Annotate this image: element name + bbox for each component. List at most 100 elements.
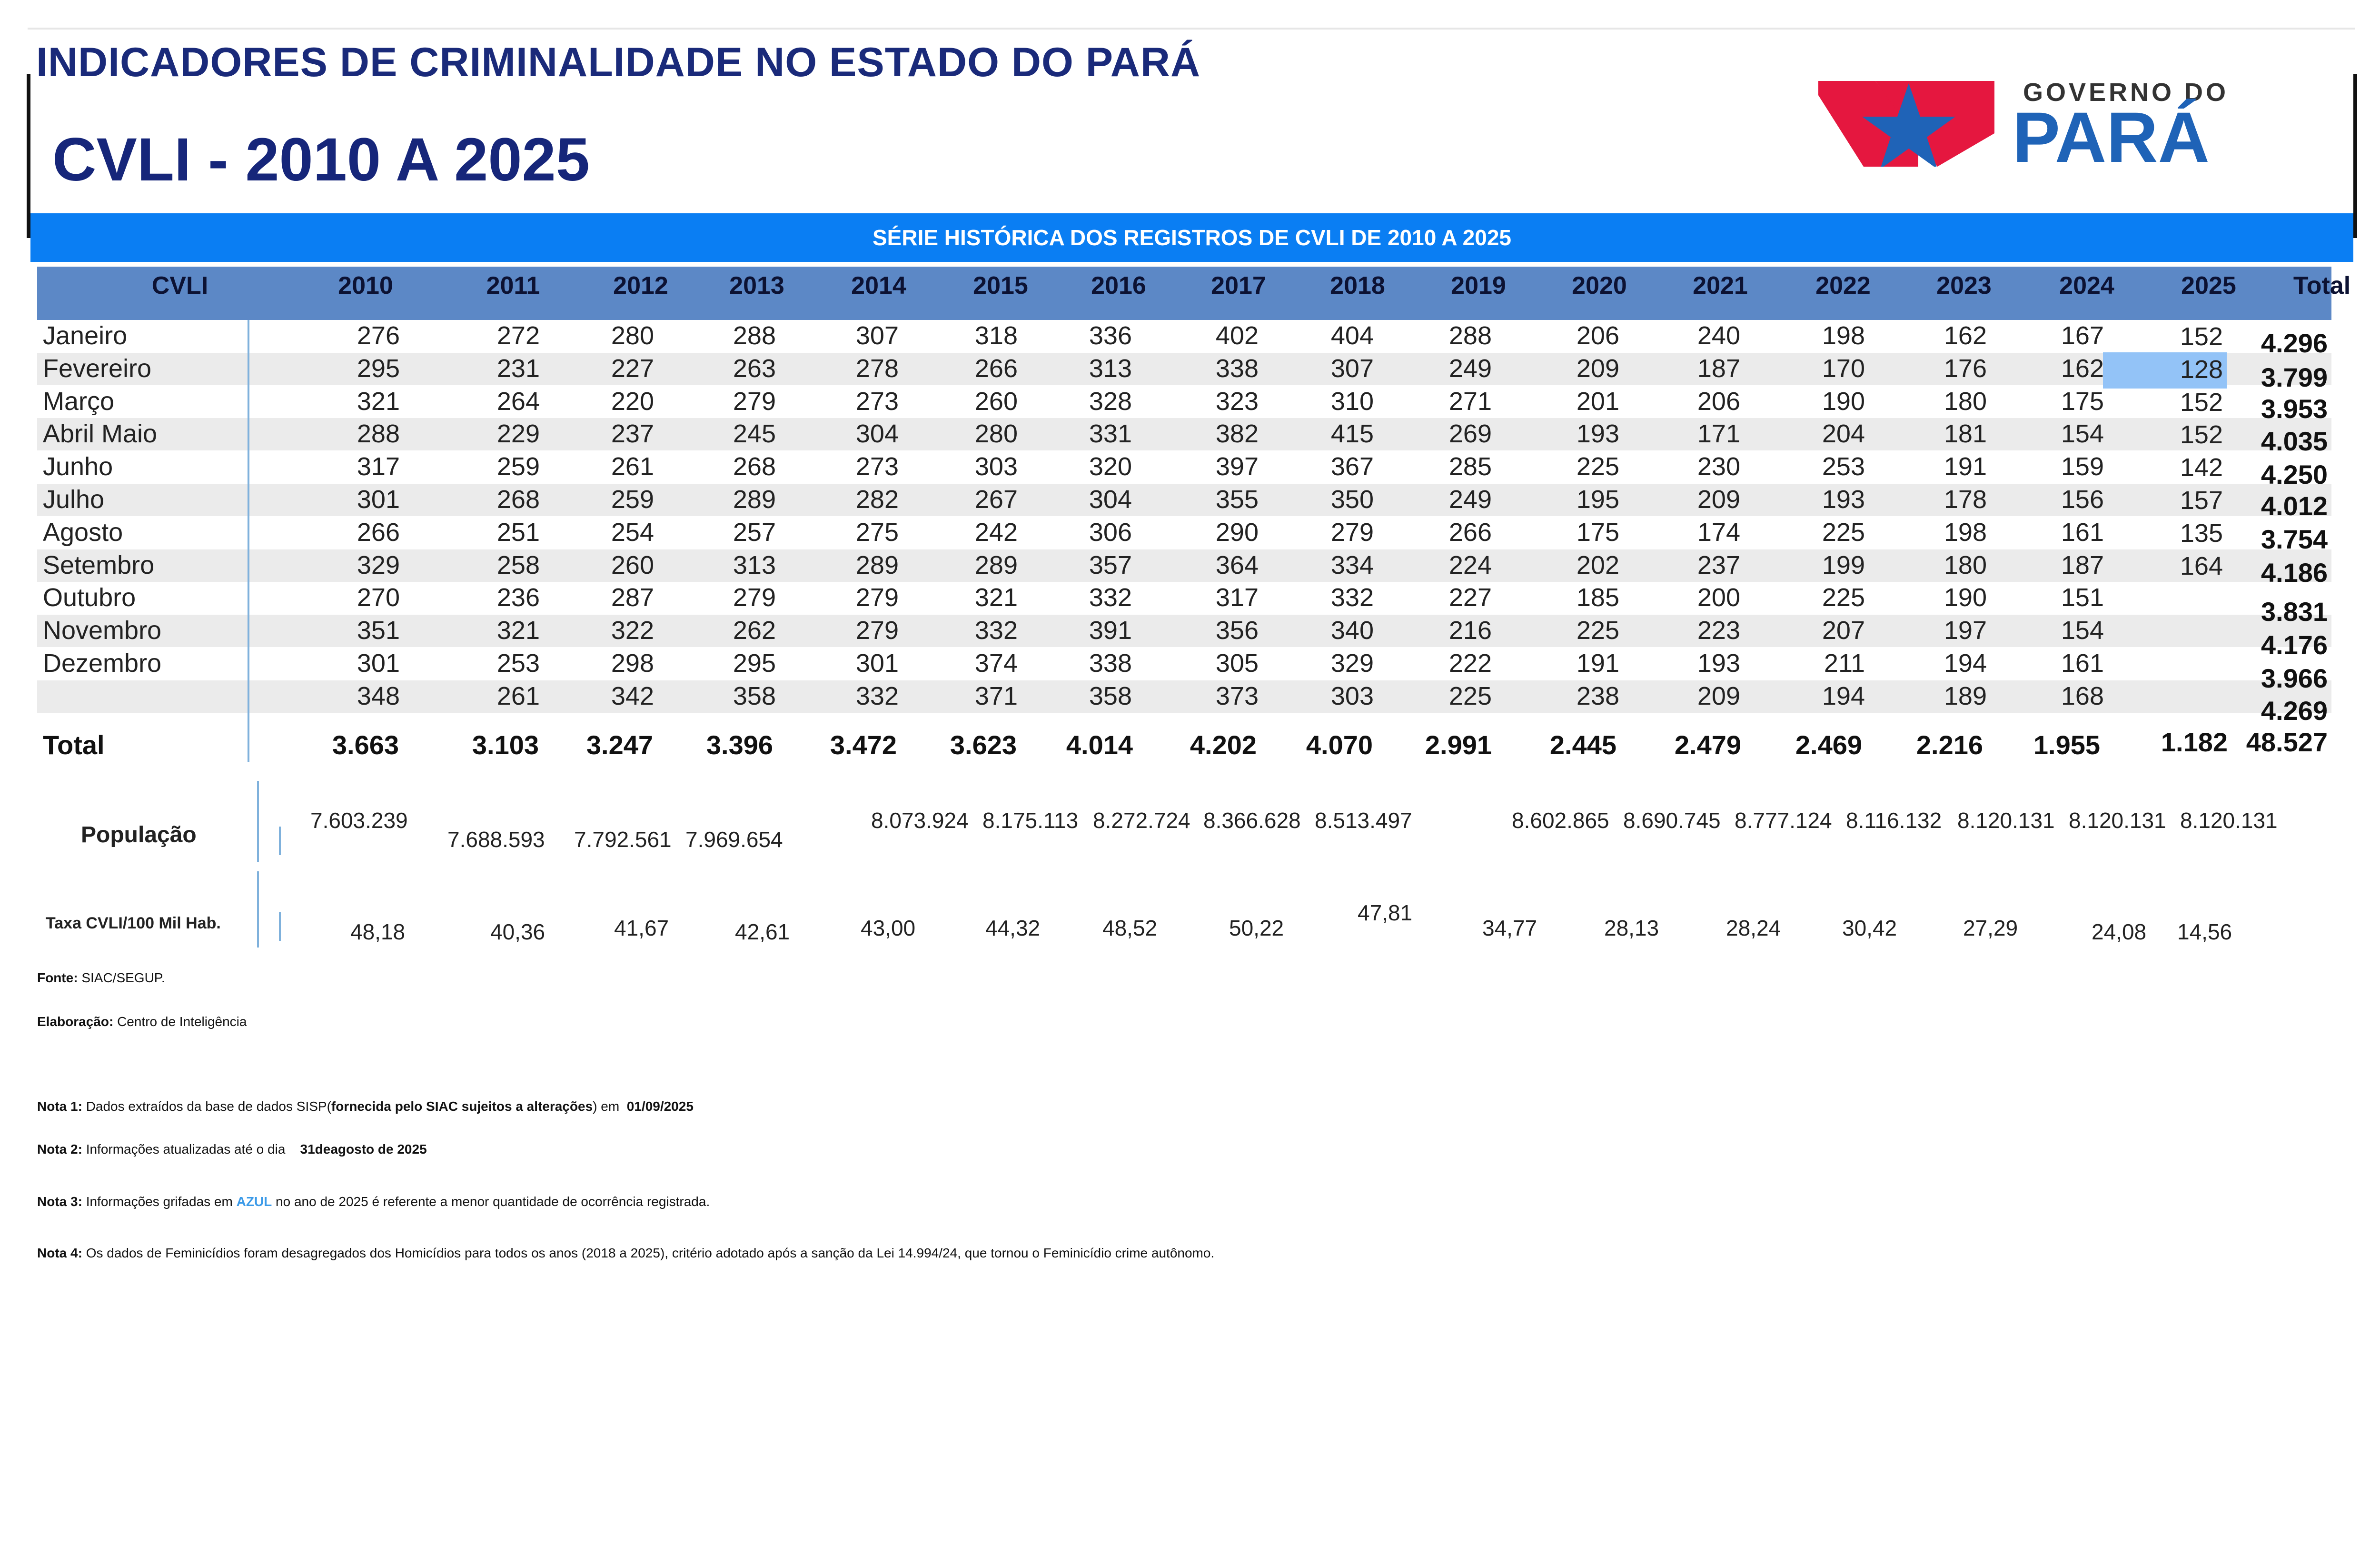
table-cell: 180 <box>1944 387 1987 416</box>
table-cell: 356 <box>1215 616 1259 645</box>
population-value: 8.272.724 <box>1093 808 1190 833</box>
table-cell: 225 <box>1448 681 1492 710</box>
column-total: 3.472 <box>830 730 897 760</box>
population-value: 8.120.131 <box>1957 808 2055 833</box>
table-cell: 193 <box>1697 649 1740 678</box>
table-cell: 272 <box>496 321 540 350</box>
row-total: 4.296 <box>2261 328 2328 358</box>
rate-value: 50,22 <box>1229 916 1284 940</box>
table-cell: 288 <box>733 321 776 350</box>
column-header-2010: 2010 <box>338 272 393 299</box>
table-cell: 222 <box>1448 649 1492 678</box>
table-cell: 216 <box>1448 616 1492 645</box>
table-cell: 331 <box>1089 419 1132 449</box>
rate-value: 48,52 <box>1102 916 1158 940</box>
table-cell: 280 <box>974 419 1018 449</box>
column-header-2013: 2013 <box>729 272 784 299</box>
table-cell: 209 <box>1697 681 1740 710</box>
table-cell: 270 <box>357 583 400 612</box>
population-value: 7.603.239 <box>310 808 408 833</box>
table-cell: 301 <box>855 649 899 678</box>
column-total-2025: 1.182 <box>2161 727 2228 757</box>
table-cell: 206 <box>1697 387 1740 416</box>
table-cell: 340 <box>1330 616 1374 645</box>
population-value: 7.688.593 <box>447 827 545 852</box>
table-row-stripe <box>37 484 2331 516</box>
table-cell: 209 <box>1697 485 1740 514</box>
month-label: Setembro <box>43 550 155 579</box>
table-cell: 276 <box>357 321 400 350</box>
column-total: 3.103 <box>472 730 539 760</box>
table-cell: 251 <box>496 518 540 547</box>
table-cell: 351 <box>357 616 400 645</box>
table-cell: 176 <box>1944 354 1987 383</box>
table-cell: 364 <box>1215 550 1259 579</box>
table-cell: 266 <box>1448 518 1492 547</box>
column-header-2019: 2019 <box>1451 272 1506 299</box>
table-cell: 301 <box>357 485 400 514</box>
table-cell: 310 <box>1330 387 1374 416</box>
table-row-stripe <box>37 352 2331 385</box>
table-cell: 229 <box>496 419 540 449</box>
table-divider <box>248 320 249 762</box>
grand-total: 48.527 <box>2246 727 2328 757</box>
table-cell: 282 <box>855 485 899 514</box>
table-cell: 237 <box>1697 550 1740 579</box>
row-total: 3.831 <box>2261 597 2328 627</box>
table-cell: 397 <box>1215 452 1259 481</box>
column-total: 2.445 <box>1549 730 1616 760</box>
population-tick <box>279 827 281 855</box>
table-cell: 268 <box>496 485 540 514</box>
lowest-value-highlight <box>2103 352 2227 389</box>
page-right-border <box>2353 74 2357 238</box>
table-cell: 304 <box>1089 485 1132 514</box>
month-label: Fevereiro <box>43 354 152 383</box>
table-cell: 258 <box>496 550 540 579</box>
table-cell: 227 <box>1448 583 1492 612</box>
table-cell-2025: 157 <box>2180 486 2223 515</box>
row-total: 4.176 <box>2261 630 2328 660</box>
table-cell: 174 <box>1697 518 1740 547</box>
table-cell: 178 <box>1944 485 1987 514</box>
month-label: Julho <box>43 485 105 514</box>
table-cell: 159 <box>2061 452 2104 481</box>
column-header-cvli: CVLI <box>151 272 208 299</box>
column-header-2017: 2017 <box>1211 272 1266 299</box>
population-value: 8.120.131 <box>2069 808 2166 833</box>
table-cell: 180 <box>1944 550 1987 579</box>
table-cell: 230 <box>1697 452 1740 481</box>
table-cell: 193 <box>1576 419 1619 449</box>
source-note: Fonte: SIAC/SEGUP. <box>37 970 165 985</box>
table-cell-2025: 152 <box>2180 420 2223 449</box>
column-total: 2.479 <box>1674 730 1741 760</box>
table-cell: 338 <box>1215 354 1259 383</box>
rate-value: 44,32 <box>985 916 1041 940</box>
table-cell: 321 <box>357 387 400 416</box>
table-cell: 268 <box>733 452 776 481</box>
rate-value: 27,29 <box>1963 916 2018 940</box>
table-cell: 162 <box>1944 321 1987 350</box>
table-cell: 332 <box>1089 583 1132 612</box>
rate-value: 30,42 <box>1842 916 1897 940</box>
note-1: Nota 1: Dados extraídos da base de dados… <box>37 1099 694 1114</box>
table-row-stripe <box>37 615 2331 648</box>
table-cell: 298 <box>611 649 654 678</box>
column-total: 2.469 <box>1795 730 1862 760</box>
table-cell: 355 <box>1215 485 1259 514</box>
table-cell: 260 <box>611 550 654 579</box>
table-cell: 290 <box>1215 518 1259 547</box>
table-cell: 242 <box>974 518 1018 547</box>
table-cell: 404 <box>1330 321 1374 350</box>
table-cell: 154 <box>2061 616 2104 645</box>
table-row-stripe <box>37 549 2331 582</box>
table-cell: 260 <box>974 387 1018 416</box>
column-header-2024: 2024 <box>2059 272 2114 299</box>
column-total: 1.955 <box>2033 730 2100 760</box>
table-cell: 279 <box>733 387 776 416</box>
table-cell: 367 <box>1330 452 1374 481</box>
month-label: Dezembro <box>43 649 162 678</box>
column-total: 4.014 <box>1066 730 1133 760</box>
table-row-stripe <box>37 418 2331 451</box>
month-label: Outubro <box>43 583 136 612</box>
population-value: 8.175.113 <box>982 808 1079 833</box>
